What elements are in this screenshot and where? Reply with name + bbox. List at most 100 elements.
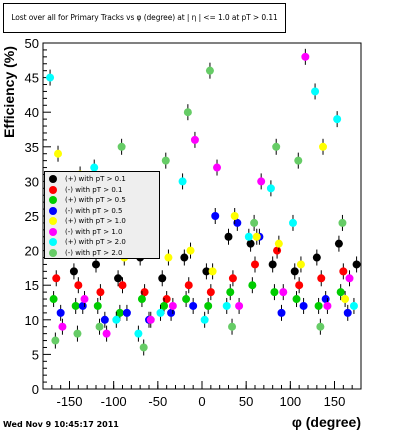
data-point [102, 329, 111, 338]
x-tick-label: 150 [324, 394, 346, 409]
data-point [321, 295, 330, 304]
data-point [80, 295, 89, 304]
data-point [213, 163, 222, 172]
legend-marker-icon [49, 185, 57, 194]
data-point [74, 281, 83, 290]
data-point [186, 246, 195, 255]
x-axis-label: φ (degree) [292, 414, 361, 430]
legend-label: (+) with pT > 1.0 [65, 217, 126, 226]
data-point [222, 301, 231, 310]
legend-label: (-) with pT > 0.1 [65, 185, 123, 194]
data-point [349, 301, 358, 310]
data-point [334, 239, 343, 248]
legend-item: (-) with pT > 0.5 [49, 206, 159, 217]
data-point [250, 218, 259, 227]
data-point [140, 288, 149, 297]
data-point [292, 295, 301, 304]
data-point [182, 295, 191, 304]
data-point [206, 288, 215, 297]
y-tick-label: 10 [25, 313, 39, 328]
data-point [156, 308, 165, 317]
y-tick-label: 50 [25, 36, 39, 51]
data-point [352, 260, 361, 269]
y-tick-label: 0 [32, 382, 39, 397]
data-point [317, 274, 326, 283]
data-point [158, 274, 167, 283]
data-point [58, 322, 67, 331]
legend-marker-icon [49, 217, 57, 226]
data-point [46, 73, 55, 82]
legend-item: (-) with pT > 2.0 [49, 248, 159, 259]
data-point [115, 308, 124, 317]
data-point [343, 308, 352, 317]
x-tick-label: -150 [56, 394, 82, 409]
legend-label: (+) with pT > 2.0 [65, 238, 126, 247]
data-point [204, 301, 213, 310]
y-tick-label: 30 [25, 174, 39, 189]
legend-item: (+) with pT > 2.0 [49, 237, 159, 248]
legend-label: (-) with pT > 2.0 [65, 248, 123, 257]
data-point [257, 177, 266, 186]
data-point [178, 177, 187, 186]
y-tick-label: 35 [25, 140, 39, 155]
data-point [96, 288, 105, 297]
data-point [244, 232, 253, 241]
data-point [235, 301, 244, 310]
data-point [301, 52, 310, 61]
data-point [233, 218, 242, 227]
data-point [117, 142, 126, 151]
data-point [114, 274, 123, 283]
data-point [288, 218, 297, 227]
legend-item: (-) with pT > 1.0 [49, 227, 159, 238]
data-point [228, 322, 237, 331]
data-point [272, 142, 281, 151]
legend-label: (-) with pT > 1.0 [65, 227, 123, 236]
data-point [312, 253, 321, 262]
legend-item: (-) with pT > 0.1 [49, 185, 159, 196]
y-axis-label: Efficiency (%) [1, 46, 17, 138]
data-point [338, 218, 347, 227]
data-point [296, 260, 305, 269]
data-point [246, 239, 255, 248]
data-point [134, 329, 143, 338]
data-point [226, 288, 235, 297]
legend-item: (+) with pT > 0.1 [49, 174, 159, 185]
data-point [211, 212, 220, 220]
data-point [146, 315, 155, 324]
data-point [333, 115, 342, 124]
data-point [294, 156, 303, 165]
data-point [164, 253, 173, 262]
legend-label: (+) with pT > 0.1 [65, 175, 126, 184]
legend-marker-icon [49, 248, 57, 257]
legend-marker-icon [49, 206, 57, 215]
data-point [180, 253, 189, 262]
data-point [295, 281, 304, 290]
data-point [69, 267, 78, 276]
data-point [92, 260, 100, 269]
legend-marker-icon [49, 196, 57, 205]
legend-item: (+) with pT > 1.0 [49, 216, 159, 227]
data-point [339, 267, 348, 276]
data-point [314, 301, 323, 310]
data-point [277, 308, 286, 317]
legend-marker-icon [49, 175, 57, 184]
data-point [118, 281, 127, 290]
data-point [268, 260, 277, 269]
y-tick-label: 20 [25, 244, 39, 259]
data-point [167, 308, 176, 317]
data-point [168, 301, 177, 310]
data-point [274, 239, 283, 248]
data-point [160, 301, 169, 310]
data-point [299, 301, 308, 310]
data-point [200, 315, 209, 324]
legend-label: (-) with pT > 0.5 [65, 206, 123, 215]
data-point [49, 295, 58, 304]
data-point [51, 336, 60, 345]
x-tick-label: -100 [101, 394, 127, 409]
data-point [161, 156, 170, 165]
data-point [266, 184, 275, 193]
data-point [251, 260, 259, 269]
y-tick-label: 15 [25, 278, 39, 293]
data-point [224, 232, 233, 241]
x-tick-label: -50 [148, 394, 167, 409]
